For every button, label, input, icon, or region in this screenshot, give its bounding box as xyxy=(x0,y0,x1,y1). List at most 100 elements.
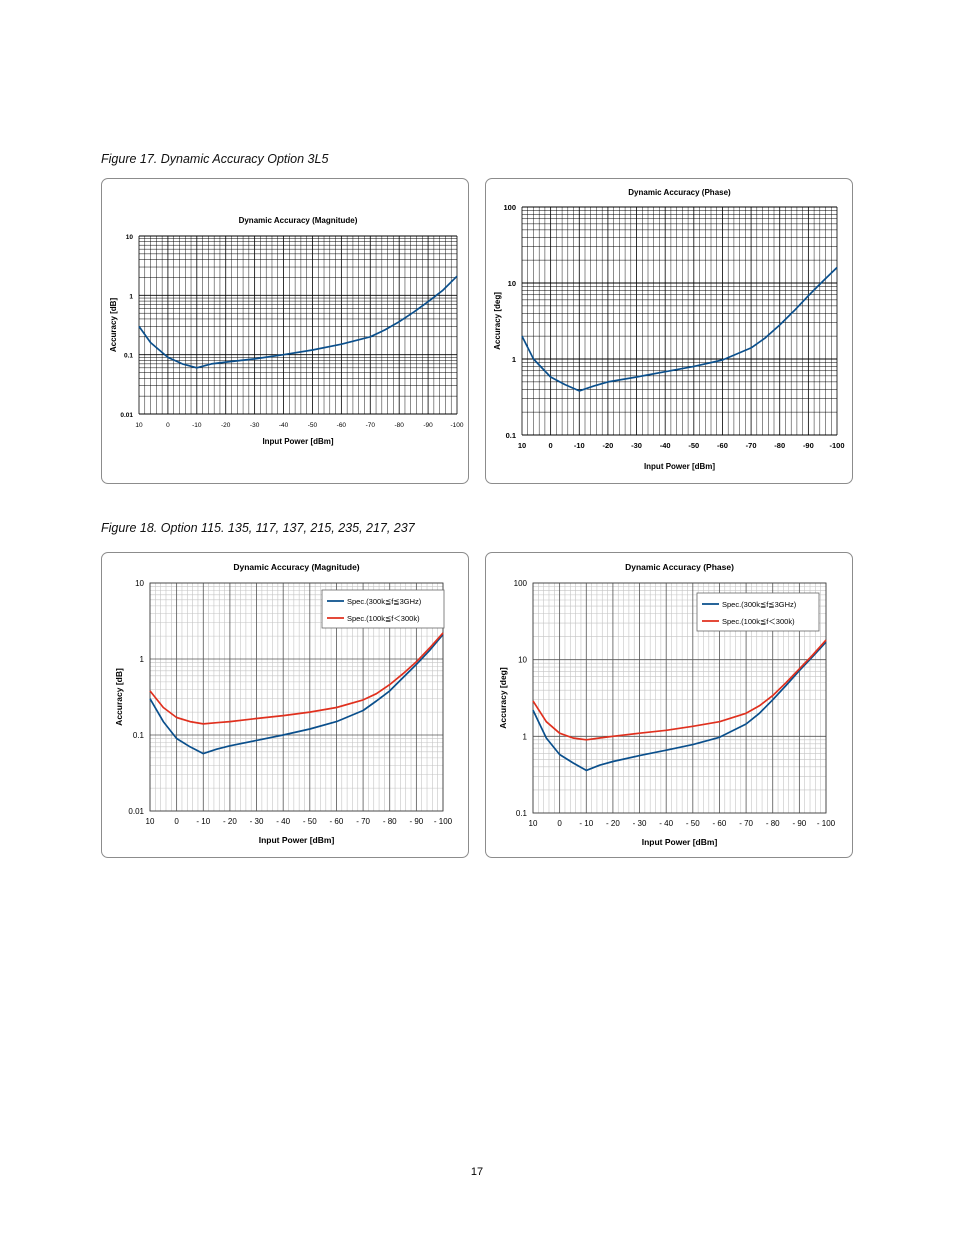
x-tick-label: - 80 xyxy=(383,817,397,826)
x-tick-label: 10 xyxy=(518,441,526,450)
x-tick-label: - 30 xyxy=(250,817,264,826)
series-line-blue xyxy=(138,275,458,369)
chart-title: Dynamic Accuracy (Magnitude) xyxy=(239,216,358,225)
x-tick-label: 10 xyxy=(529,819,538,828)
x-tick-label: - 20 xyxy=(606,819,620,828)
y-tick-label: 0.1 xyxy=(516,809,528,818)
plot-grid xyxy=(532,582,827,814)
series-line-blue xyxy=(532,641,827,772)
fig17-magnitude-chart: Dynamic Accuracy (Magnitude) Input Power … xyxy=(109,216,464,446)
y-tick-label: 1 xyxy=(129,293,133,300)
y-tick-label: 100 xyxy=(514,579,528,588)
y-axis-label: Accuracy [dB] xyxy=(114,668,124,726)
figure17-caption: Figure 17. Dynamic Accuracy Option 3L5 xyxy=(101,152,329,166)
fig18-phase-chart: Dynamic Accuracy (Phase) Input Power [dBm… xyxy=(498,562,836,847)
plot-frame xyxy=(532,582,827,814)
x-tick-label: - 80 xyxy=(766,819,780,828)
x-tick-label: - 90 xyxy=(409,817,423,826)
legend-label: Spec.(300k≦f≦3GHz) xyxy=(722,600,797,609)
legend: Spec.(300k≦f≦3GHz) Spec.(100k≦f＜300k) xyxy=(321,589,445,629)
x-tick-label: - 30 xyxy=(633,819,647,828)
y-tick-label: 0.1 xyxy=(506,431,516,440)
y-tick-label: 10 xyxy=(518,656,527,665)
x-tick-label: -90 xyxy=(423,422,433,429)
legend-label: Spec.(100k≦f＜300k) xyxy=(722,617,795,626)
figure18-magnitude-panel: Dynamic Accuracy (Magnitude) Input Power … xyxy=(101,552,469,858)
x-tick-label: - 60 xyxy=(713,819,727,828)
x-tick-label: -90 xyxy=(803,441,814,450)
legend-box xyxy=(321,589,445,629)
x-tick-label: - 40 xyxy=(276,817,290,826)
plot-grid xyxy=(138,235,458,415)
chart-title: Dynamic Accuracy (Magnitude) xyxy=(233,562,359,572)
x-tick-label: -80 xyxy=(774,441,785,450)
x-tick-label: - 40 xyxy=(659,819,673,828)
x-tick-label: - 70 xyxy=(739,819,753,828)
figure17-magnitude-panel: Dynamic Accuracy (Magnitude) Input Power … xyxy=(101,178,469,484)
x-tick-label: -70 xyxy=(366,422,376,429)
x-tick-label: -10 xyxy=(192,422,202,429)
x-axis-label: Input Power [dBm] xyxy=(642,837,718,847)
x-tick-label: 0 xyxy=(549,441,553,450)
legend-box xyxy=(696,592,820,632)
fig18-magnitude-chart: Dynamic Accuracy (Magnitude) Input Power … xyxy=(114,562,453,845)
x-tick-label: - 90 xyxy=(792,819,806,828)
y-tick-label: 10 xyxy=(126,234,134,241)
y-tick-label: 10 xyxy=(135,579,144,588)
x-tick-label: -40 xyxy=(279,422,289,429)
x-tick-label: 10 xyxy=(146,817,155,826)
x-tick-label: -30 xyxy=(631,441,642,450)
x-axis-label: Input Power [dBm] xyxy=(262,437,333,446)
x-tick-label: -50 xyxy=(688,441,699,450)
y-tick-label: 100 xyxy=(503,203,516,212)
x-tick-label: -20 xyxy=(221,422,231,429)
x-axis-label: Input Power [dBm] xyxy=(259,835,335,845)
x-tick-label: -100 xyxy=(450,422,463,429)
y-tick-label: 0.01 xyxy=(120,412,133,419)
y-axis-label: Accuracy [deg] xyxy=(498,667,508,729)
x-tick-label: -100 xyxy=(829,441,844,450)
x-tick-label: 0 xyxy=(174,817,179,826)
x-tick-label: 0 xyxy=(557,819,562,828)
series-line-red xyxy=(532,639,827,741)
y-tick-label: 0.1 xyxy=(133,731,145,740)
x-tick-label: - 50 xyxy=(303,817,317,826)
y-axis-label: Accuracy [deg] xyxy=(493,292,502,350)
x-tick-label: 10 xyxy=(135,422,143,429)
x-tick-label: -20 xyxy=(602,441,613,450)
x-tick-label: -30 xyxy=(250,422,260,429)
figure17-phase-panel: Dynamic Accuracy (Phase) Input Power [dBm… xyxy=(485,178,853,484)
y-tick-label: 10 xyxy=(508,279,516,288)
y-axis-label: Accuracy [dB] xyxy=(109,298,118,353)
x-tick-label: 0 xyxy=(166,422,170,429)
chart-title: Dynamic Accuracy (Phase) xyxy=(628,188,731,197)
x-axis-label: Input Power [dBm] xyxy=(644,462,715,471)
x-tick-label: -60 xyxy=(337,422,347,429)
series-line-blue xyxy=(521,266,838,392)
x-tick-label: -70 xyxy=(746,441,757,450)
y-tick-label: 1 xyxy=(512,355,516,364)
x-tick-label: -40 xyxy=(660,441,671,450)
fig17-phase-chart: Dynamic Accuracy (Phase) Input Power [dBm… xyxy=(493,188,845,471)
series-line-red xyxy=(149,632,444,725)
x-tick-label: - 50 xyxy=(686,819,700,828)
y-tick-label: 0.1 xyxy=(124,353,133,360)
x-tick-label: -80 xyxy=(394,422,404,429)
x-tick-label: - 10 xyxy=(579,819,593,828)
x-tick-label: - 100 xyxy=(434,817,453,826)
legend-label: Spec.(100k≦f＜300k) xyxy=(347,614,420,623)
legend: Spec.(300k≦f≦3GHz) Spec.(100k≦f＜300k) xyxy=(696,592,820,632)
x-tick-label: - 60 xyxy=(330,817,344,826)
figure18-phase-panel: Dynamic Accuracy (Phase) Input Power [dBm… xyxy=(485,552,853,858)
x-tick-label: - 100 xyxy=(817,819,836,828)
x-tick-label: -60 xyxy=(717,441,728,450)
legend-label: Spec.(300k≦f≦3GHz) xyxy=(347,597,422,606)
y-tick-label: 1 xyxy=(523,732,528,741)
x-tick-label: -10 xyxy=(574,441,585,450)
figure18-caption: Figure 18. Option 115. 135, 117, 137, 21… xyxy=(101,521,415,535)
page-number: 17 xyxy=(470,1166,484,1178)
y-tick-label: 1 xyxy=(140,655,145,664)
plot-frame xyxy=(149,582,444,812)
series-line-blue xyxy=(149,633,444,755)
y-tick-label: 0.01 xyxy=(128,807,144,816)
